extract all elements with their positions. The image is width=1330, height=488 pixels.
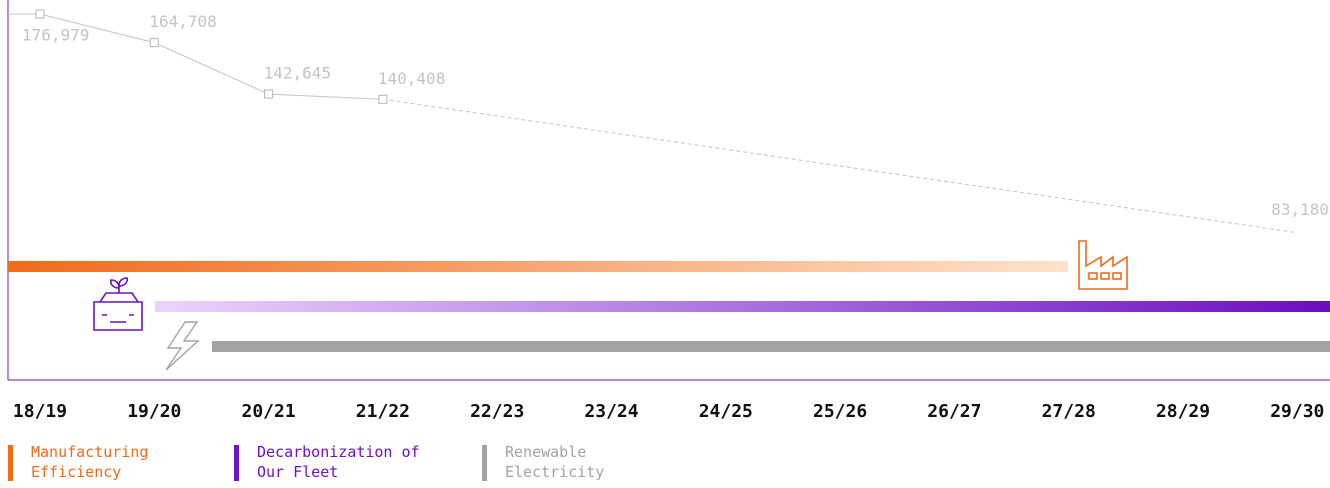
projection-line bbox=[382, 98, 1298, 234]
data-point bbox=[264, 89, 274, 99]
data-point bbox=[35, 9, 45, 19]
x-tick-label: 28/29 bbox=[1156, 401, 1210, 422]
chart: 18/19 19/20 20/21 21/22 22/23 23/24 24/25 25/26… bbox=[7, 0, 1330, 422]
legend-label: Decarbonization of Our Fleet bbox=[257, 443, 420, 481]
data-point bbox=[378, 94, 388, 104]
timeline-bar bbox=[8, 261, 1068, 272]
x-tick-label: 22/23 bbox=[470, 401, 524, 422]
legend-item: Decarbonization of Our Fleet bbox=[234, 442, 432, 482]
data-label: 164,708 bbox=[149, 12, 216, 31]
x-tick-label: 19/20 bbox=[127, 401, 181, 422]
x-tick-label: 21/22 bbox=[356, 401, 410, 422]
legend-label: Manufacturing Efficiency bbox=[31, 443, 149, 481]
legend-item: Manufacturing Efficiency bbox=[8, 442, 181, 482]
legend-swatch bbox=[482, 445, 487, 481]
data-label: 140,408 bbox=[378, 69, 445, 88]
x-tick-label: 26/27 bbox=[927, 401, 981, 422]
factory-icon bbox=[1078, 240, 1128, 290]
legend-label: Renewable Electricity bbox=[505, 443, 605, 481]
lightning-icon bbox=[165, 321, 200, 371]
x-tick-label: 23/24 bbox=[584, 401, 638, 422]
timeline-bar bbox=[212, 341, 1330, 352]
data-label: 142,645 bbox=[264, 64, 331, 83]
x-tick-label: 24/25 bbox=[699, 401, 753, 422]
legend-swatch bbox=[8, 445, 13, 481]
x-tick-label: 25/26 bbox=[813, 401, 867, 422]
timeline-bar bbox=[155, 301, 1330, 312]
data-label: 83,180 bbox=[1271, 200, 1329, 219]
data-label: 176,979 bbox=[22, 26, 89, 45]
x-tick-label: 29/30 bbox=[1270, 401, 1324, 422]
legend-swatch bbox=[234, 445, 239, 481]
car-icon bbox=[93, 277, 143, 331]
data-line bbox=[39, 13, 383, 100]
legend-item: Renewable Electricity bbox=[482, 442, 640, 482]
x-tick-label: 18/19 bbox=[13, 401, 67, 422]
data-point bbox=[149, 38, 159, 48]
x-tick-label: 27/28 bbox=[1042, 401, 1096, 422]
x-tick-label: 20/21 bbox=[242, 401, 296, 422]
